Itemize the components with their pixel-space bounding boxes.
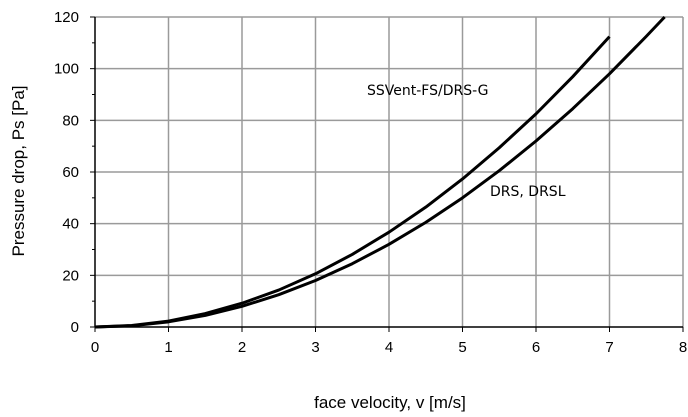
y-tick-label: 40 [62,216,79,233]
axes [90,16,684,332]
series-label-ssvent: SSVent-FS/DRS-G [367,83,489,99]
x-tick-label: 8 [679,339,687,356]
series-line-2 [94,15,666,329]
x-tick-label: 1 [164,339,172,356]
x-tick-label: 4 [385,339,393,356]
grid-lines [95,16,684,327]
x-tick-label: 7 [605,339,613,356]
y-tick-label: 120 [54,9,79,26]
x-tick-label: 5 [458,339,466,356]
y-axis-label: Pressure drop, Ps [Pa] [9,85,28,256]
x-tick-label: 6 [532,339,540,356]
x-tick-label: 2 [238,339,246,356]
series-line-1 [94,35,611,329]
y-tick-label: 0 [71,319,79,336]
y-tick-label: 20 [62,267,79,284]
series-label-drs: DRS, DRSL [490,184,566,200]
y-tick-label: 100 [54,61,79,78]
x-axis-label: face velocity, v [m/s] [314,393,466,412]
x-tick-label: 0 [91,339,99,356]
y-tick-label: 60 [62,164,79,181]
x-tick-label: 3 [311,339,319,356]
y-tick-label: 80 [62,112,79,129]
series-lines [94,15,666,329]
